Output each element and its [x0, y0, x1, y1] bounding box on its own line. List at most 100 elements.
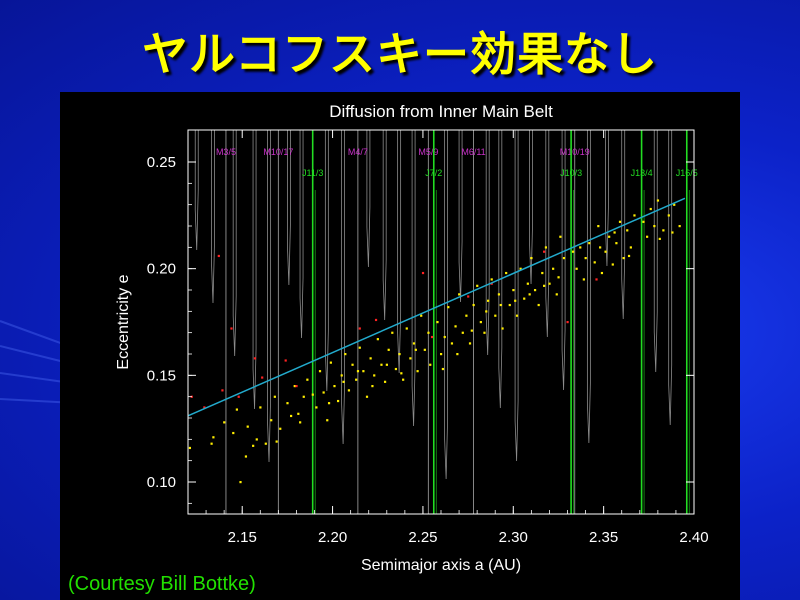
data-point: [212, 436, 215, 439]
data-point: [421, 271, 425, 275]
data-point: [626, 229, 629, 232]
data-point: [430, 335, 434, 339]
jupiter-resonance-label: J11/3: [302, 168, 323, 178]
data-point: [270, 419, 273, 422]
x-tick-label: 2.20: [318, 529, 347, 546]
data-point: [327, 402, 331, 405]
gray-resonance-line: [194, 130, 199, 251]
data-point: [600, 271, 604, 275]
data-point: [579, 246, 582, 249]
data-point: [342, 380, 345, 383]
data-point: [642, 220, 645, 223]
data-point: [515, 314, 519, 317]
data-point: [566, 321, 569, 324]
data-point: [629, 246, 632, 249]
gray-resonance-line: [252, 130, 257, 410]
gray-resonance-line: [341, 130, 346, 445]
data-point: [210, 442, 213, 445]
data-point: [347, 389, 351, 392]
data-point: [344, 353, 347, 356]
data-point: [450, 342, 454, 345]
gray-resonance-line: [529, 130, 533, 285]
data-point: [402, 378, 405, 381]
data-point: [333, 385, 336, 388]
jupiter-resonance-label: J7/2: [425, 168, 442, 178]
data-point: [528, 293, 531, 296]
data-point: [656, 199, 660, 202]
mars-resonance-label: M5/9: [418, 147, 438, 157]
gray-resonance-line: [561, 130, 566, 391]
data-point: [355, 378, 358, 381]
data-point: [593, 261, 596, 264]
data-point: [597, 225, 600, 228]
data-point: [436, 321, 439, 324]
data-point: [318, 370, 322, 373]
data-point: [470, 329, 473, 332]
data-point: [454, 325, 457, 328]
y-tick-label: 0.15: [147, 367, 176, 384]
data-point: [615, 242, 618, 245]
data-point: [365, 395, 369, 398]
data-point: [259, 406, 262, 409]
data-point: [414, 348, 417, 351]
gray-resonance-line: [366, 130, 371, 268]
data-point: [557, 276, 560, 279]
data-point: [486, 299, 490, 302]
data-point: [526, 282, 529, 285]
gray-resonance-line: [545, 130, 550, 338]
data-point: [468, 342, 472, 345]
data-point: [273, 395, 276, 398]
data-point: [416, 370, 419, 373]
gray-resonance-line: [211, 130, 215, 304]
data-point: [293, 385, 296, 388]
y-axis-label: Eccentricity e: [115, 274, 132, 369]
gray-resonance-line: [397, 130, 402, 374]
data-point: [552, 267, 555, 270]
data-point: [467, 295, 470, 298]
data-point: [302, 395, 305, 398]
gray-resonance-line: [485, 130, 490, 356]
axes-frame: [187, 129, 695, 515]
data-point: [514, 299, 517, 302]
data-point: [499, 303, 502, 307]
data-point: [588, 242, 591, 245]
gray-resonance-line: [267, 130, 271, 463]
data-point: [235, 408, 238, 411]
data-point: [456, 353, 459, 356]
scatter-chart: M3/5 M10/17 M4/7 M5/9 M6/11 M10/19 J11/3 J7/2 J1…: [115, 102, 709, 574]
data-point: [306, 378, 309, 381]
data-point: [618, 220, 622, 223]
data-point: [646, 235, 649, 238]
gray-resonance-line: [586, 130, 591, 444]
data-point: [412, 342, 416, 345]
data-point: [237, 395, 240, 398]
data-point: [519, 267, 522, 270]
data-point: [239, 481, 242, 484]
data-point: [458, 293, 461, 296]
gray-resonance-line: [514, 130, 519, 462]
data-point: [494, 314, 497, 317]
data-point: [326, 419, 329, 422]
data-point: [232, 431, 235, 435]
data-point: [443, 335, 446, 339]
x-tick-label: 2.25: [408, 529, 437, 546]
y-tick-label: 0.25: [147, 154, 176, 171]
gray-resonance-line: [324, 130, 329, 392]
data-point: [537, 303, 540, 307]
gray-resonance-line: [411, 130, 416, 427]
data-point: [653, 225, 656, 228]
data-point: [398, 353, 401, 356]
data-point: [371, 385, 374, 388]
data-point: [465, 314, 468, 317]
data-point: [358, 327, 361, 330]
data-point: [315, 406, 318, 409]
data-point: [387, 348, 390, 351]
data-point: [472, 303, 475, 307]
data-point: [543, 250, 546, 253]
data-point: [405, 327, 408, 330]
x-tick-label: 2.40: [679, 529, 708, 546]
data-point: [530, 257, 533, 260]
jupiter-resonance-label: J10/3: [560, 168, 582, 178]
data-point: [311, 393, 314, 396]
data-point: [376, 338, 379, 341]
